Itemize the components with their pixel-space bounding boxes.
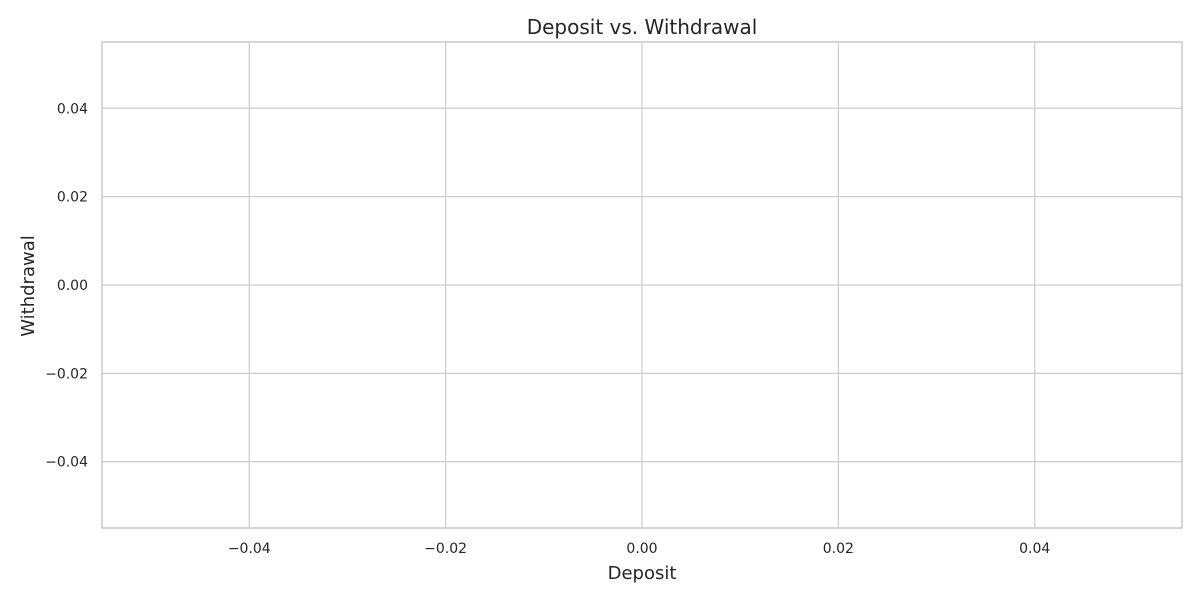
- x-tick-label: 0.02: [823, 541, 854, 557]
- x-tick-label: 0.04: [1019, 541, 1050, 557]
- plot-frame: [101, 41, 1183, 529]
- x-tick-label: −0.04: [228, 541, 271, 557]
- y-tick-label: −0.04: [45, 455, 88, 471]
- y-tick-label: 0.04: [57, 101, 88, 117]
- x-tick-label: 0.00: [626, 541, 657, 557]
- y-tick-label: −0.02: [45, 366, 88, 382]
- chart-title: Deposit vs. Withdrawal: [527, 15, 758, 39]
- y-axis-label: Withdrawal: [18, 235, 39, 336]
- x-axis-ticks: −0.04 −0.02 0.00 0.02 0.04: [228, 541, 1051, 557]
- y-axis-ticks: −0.04 −0.02 0.00 0.02 0.04: [45, 101, 88, 470]
- y-tick-label: 0.02: [57, 190, 88, 206]
- grid-lines: [102, 42, 1182, 528]
- y-tick-label: 0.00: [57, 278, 88, 294]
- x-axis-label: Deposit: [608, 563, 677, 584]
- x-tick-label: −0.02: [424, 541, 467, 557]
